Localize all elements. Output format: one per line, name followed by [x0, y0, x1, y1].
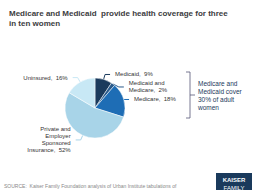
svg-text:Medicare, 18%: Medicare, 18%	[134, 96, 176, 102]
svg-text:FAMILY: FAMILY	[224, 185, 245, 191]
svg-text:SOURCE: Kaiser Family Foundat: SOURCE: Kaiser Family Foundation analysi…	[4, 183, 177, 189]
svg-text:30% of adult: 30% of adult	[198, 96, 234, 103]
svg-text:Employer: Employer	[45, 133, 70, 139]
svg-text:in ten women: in ten women	[9, 19, 60, 28]
svg-text:Private and: Private and	[40, 126, 70, 132]
svg-text:Insurance, 52%: Insurance, 52%	[27, 147, 71, 153]
svg-text:Medicaid cover: Medicaid cover	[198, 88, 243, 95]
svg-text:KAISER: KAISER	[223, 177, 246, 183]
svg-text:Medicaid, 9%: Medicaid, 9%	[115, 71, 153, 77]
svg-text:Medicare and Medicaid provide: Medicare and Medicaid provide health cov…	[9, 9, 228, 18]
svg-text:Medicare, 2%: Medicare, 2%	[129, 87, 168, 93]
svg-text:women: women	[197, 104, 219, 111]
svg-text:Medicare and: Medicare and	[198, 80, 238, 87]
svg-text:Medicaid and: Medicaid and	[129, 80, 165, 86]
svg-text:Sponsored: Sponsored	[42, 140, 71, 146]
svg-text:Uninsured, 16%: Uninsured, 16%	[23, 75, 68, 81]
